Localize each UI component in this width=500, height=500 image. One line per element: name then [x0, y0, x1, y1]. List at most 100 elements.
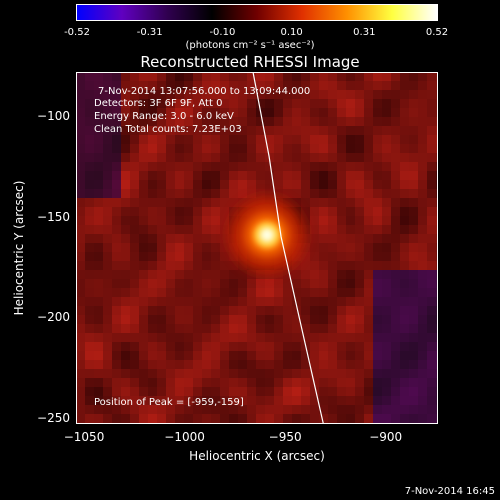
background-cell — [373, 378, 382, 387]
background-cell — [436, 126, 438, 135]
background-cell — [337, 180, 346, 189]
background-cell — [319, 324, 328, 333]
background-cell — [382, 333, 391, 342]
background-cell — [256, 144, 265, 153]
background-cell — [148, 333, 157, 342]
background-cell — [337, 153, 346, 162]
background-cell — [157, 360, 166, 369]
background-cell — [301, 387, 310, 396]
background-cell — [76, 72, 85, 81]
background-cell — [193, 90, 202, 99]
background-cell — [391, 99, 400, 108]
background-cell — [400, 414, 409, 423]
background-cell — [130, 387, 139, 396]
background-cell — [427, 279, 436, 288]
background-cell — [346, 297, 355, 306]
background-cell — [328, 153, 337, 162]
background-cell — [436, 414, 438, 423]
background-cell — [283, 324, 292, 333]
background-cell — [229, 288, 238, 297]
background-cell — [346, 423, 355, 424]
background-cell — [157, 414, 166, 423]
background-cell — [184, 324, 193, 333]
background-cell — [337, 243, 346, 252]
background-cell — [256, 423, 265, 424]
background-cell — [211, 378, 220, 387]
background-cell — [283, 90, 292, 99]
background-cell — [193, 324, 202, 333]
background-cell — [265, 180, 274, 189]
background-cell — [283, 306, 292, 315]
background-cell — [319, 252, 328, 261]
background-cell — [292, 162, 301, 171]
background-cell — [175, 252, 184, 261]
background-cell — [364, 270, 373, 279]
background-cell — [382, 360, 391, 369]
background-cell — [184, 189, 193, 198]
background-cell — [103, 198, 112, 207]
background-cell — [166, 171, 175, 180]
background-cell — [301, 423, 310, 424]
background-cell — [274, 387, 283, 396]
background-cell — [166, 369, 175, 378]
background-cell — [76, 135, 85, 144]
background-cell — [265, 81, 274, 90]
background-cell — [436, 297, 438, 306]
background-cell — [256, 342, 265, 351]
background-cell — [355, 207, 364, 216]
background-cell — [409, 261, 418, 270]
background-cell — [409, 81, 418, 90]
background-cell — [409, 306, 418, 315]
background-cell — [184, 414, 193, 423]
x-axis-label: Heliocentric X (arcsec) — [189, 449, 325, 463]
background-cell — [355, 117, 364, 126]
background-cell — [121, 216, 130, 225]
background-cell — [355, 387, 364, 396]
background-cell — [283, 198, 292, 207]
background-cell — [202, 405, 211, 414]
background-cell — [427, 297, 436, 306]
background-cell — [274, 423, 283, 424]
background-cell — [166, 378, 175, 387]
background-cell — [85, 144, 94, 153]
background-cell — [427, 360, 436, 369]
background-cell — [184, 90, 193, 99]
background-cell — [139, 324, 148, 333]
background-cell — [103, 189, 112, 198]
background-cell — [220, 135, 229, 144]
background-cell — [337, 135, 346, 144]
background-cell — [121, 90, 130, 99]
background-cell — [409, 333, 418, 342]
background-cell — [274, 279, 283, 288]
background-cell — [301, 171, 310, 180]
background-cell — [355, 324, 364, 333]
background-cell — [409, 234, 418, 243]
background-cell — [436, 378, 438, 387]
background-cell — [418, 180, 427, 189]
background-cell — [238, 423, 247, 424]
background-cell — [328, 360, 337, 369]
background-cell — [76, 360, 85, 369]
background-cell — [139, 108, 148, 117]
background-cell — [229, 72, 238, 81]
background-cell — [292, 270, 301, 279]
background-cell — [193, 216, 202, 225]
background-cell — [409, 252, 418, 261]
background-cell — [391, 360, 400, 369]
background-cell — [94, 198, 103, 207]
background-cell — [274, 108, 283, 117]
background-cell — [94, 351, 103, 360]
background-cell — [409, 351, 418, 360]
background-cell — [175, 81, 184, 90]
background-cell — [274, 162, 283, 171]
background-cell — [256, 351, 265, 360]
background-cell — [337, 405, 346, 414]
background-cell — [346, 315, 355, 324]
background-cell — [400, 342, 409, 351]
background-cell — [265, 90, 274, 99]
background-cell — [292, 72, 301, 81]
background-cell — [121, 423, 130, 424]
background-cell — [130, 369, 139, 378]
background-cell — [274, 189, 283, 198]
background-cell — [175, 414, 184, 423]
